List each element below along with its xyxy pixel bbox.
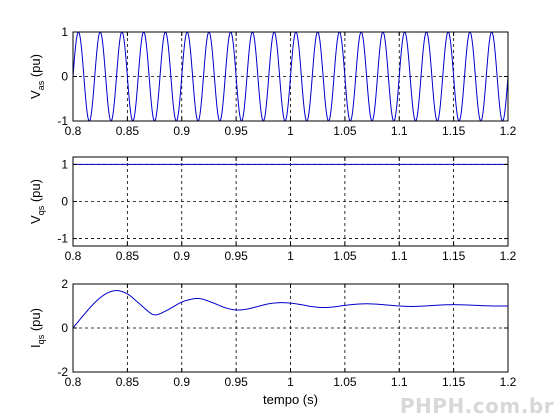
x-tick-label: 1.1 (391, 249, 408, 263)
x-tick-label: 0.95 (224, 375, 248, 389)
y-tick-label: -1 (57, 114, 68, 128)
y-tick-label: 0 (61, 70, 68, 84)
x-tick-label: 0.9 (173, 124, 190, 138)
watermark: PHPH.com.br (399, 394, 554, 418)
x-tick-label: 1 (287, 124, 294, 138)
x-tick-label: 0.85 (116, 375, 140, 389)
x-tick-label: 1 (287, 249, 294, 263)
x-tick-label: 0.95 (224, 124, 248, 138)
x-tick-label: 0.85 (116, 249, 140, 263)
y-tick-label: 1 (61, 25, 68, 39)
x-tick-label: 1.05 (333, 124, 357, 138)
x-tick-label: 1.2 (500, 124, 517, 138)
x-axis-label: tempo (s) (263, 392, 318, 407)
x-tick-label: 0.9 (173, 249, 190, 263)
y-axis-label: Vas (pu) (28, 54, 46, 99)
y-tick-label: 0 (61, 321, 68, 335)
x-tick-label: 1 (287, 375, 294, 389)
y-tick-label: 2 (61, 277, 68, 291)
y-tick-label: -1 (57, 232, 68, 246)
x-tick-label: 0.85 (116, 124, 140, 138)
series-line-vas (72, 31, 509, 122)
x-tick-label: 1.05 (333, 249, 357, 263)
panel-vqs: 0.8 0.85 0.9 0.95 1 1.05 1.1 1.15 1.2 -1 0 1 Vqs (pu… (28, 156, 517, 263)
x-tick-label: 0.8 (65, 375, 82, 389)
y-tick-label: -2 (57, 365, 68, 379)
x-tick-label: 0.8 (65, 249, 82, 263)
y-axis-label: Iqs (pu) (28, 308, 46, 348)
x-tick-label: 1.1 (391, 124, 408, 138)
series-line-iqs (72, 290, 508, 329)
x-tick-label: 0.9 (173, 375, 190, 389)
x-tick-label: 1.2 (500, 375, 517, 389)
panel-vas: 0.8 0.85 0.9 0.95 1 1.05 1.1 1.15 1.2 -1 0 1 Vas (pu… (28, 25, 517, 138)
x-tick-label: 1.15 (442, 249, 466, 263)
x-tick-label: 1.15 (442, 124, 466, 138)
x-tick-label: 1.1 (391, 375, 408, 389)
x-tick-label: 1.2 (500, 249, 517, 263)
x-tick-label: 1.05 (333, 375, 357, 389)
x-tick-label: 0.95 (224, 249, 248, 263)
x-tick-label: 1.15 (442, 375, 466, 389)
y-tick-label: 0 (61, 195, 68, 209)
y-tick-label: 1 (61, 157, 68, 171)
y-axis-label: Vqs (pu) (28, 179, 46, 224)
panel-iqs: 0.8 0.85 0.9 0.95 1 1.05 1.1 1.15 1.2 -2 0 2 Iqs (pu… (28, 277, 517, 407)
x-tick-label: 0.8 (65, 124, 82, 138)
